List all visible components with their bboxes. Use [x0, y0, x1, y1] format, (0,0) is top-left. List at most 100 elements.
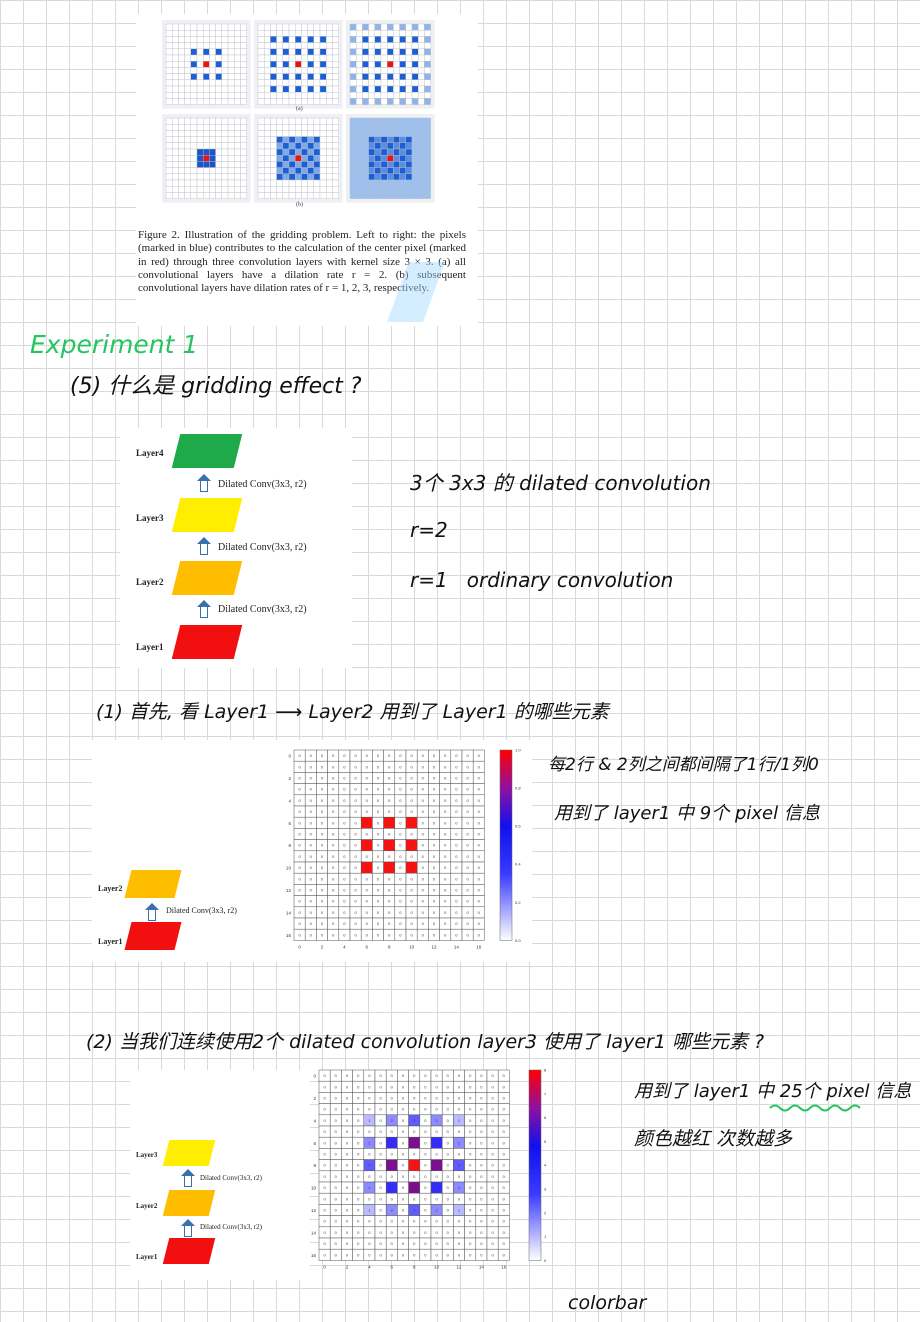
- heatmap-cell-value: 1: [410, 865, 413, 870]
- grid-cell: [418, 42, 425, 50]
- heatmap-cell-value: 0: [422, 764, 425, 769]
- grid-cell: [380, 185, 388, 193]
- grid-cell: [301, 148, 308, 156]
- grid-cell: [362, 192, 369, 199]
- x-tick-label: 12: [456, 1264, 462, 1269]
- heatmap-cell-value: 0: [424, 1107, 427, 1112]
- grid-cell: [349, 173, 357, 181]
- grid-cell: [362, 48, 369, 56]
- grid-panel-6: [346, 114, 435, 203]
- heatmap-cell-value: 0: [491, 1241, 494, 1246]
- grid-cell: [399, 48, 407, 56]
- heatmap-cell-value: 0: [469, 1084, 472, 1089]
- x-tick-label: 8: [388, 944, 391, 949]
- grid-cell: [405, 48, 413, 56]
- heatmap-cell-value: 1: [458, 1208, 461, 1213]
- heatmap-cell-value: 0: [366, 921, 369, 926]
- heatmap-cell-value: 0: [399, 764, 402, 769]
- heatmap-cell-value: 0: [466, 876, 469, 881]
- grid-cell: [386, 42, 394, 50]
- heatmap-cell-value: 0: [444, 843, 447, 848]
- heatmap-cell-value: 0: [357, 1174, 360, 1179]
- question-heading: (5) 什么是 gridding effect ?: [70, 374, 362, 399]
- arrow-label-3: Dilated Conv(3x3, r2): [218, 604, 307, 615]
- grid-cell: [227, 185, 235, 193]
- heatmap-cell-value: 0: [343, 820, 346, 825]
- grid-cell: [196, 167, 204, 175]
- heatmap-cell-value: 0: [455, 809, 458, 814]
- grid-cell: [418, 48, 425, 56]
- grid-cell: [263, 91, 271, 99]
- grid-cell: [405, 23, 413, 31]
- heatmap-cell-value: 0: [402, 1241, 405, 1246]
- grid-cell: [307, 154, 315, 162]
- heatmap-cell-value: 0: [354, 899, 357, 904]
- heatmap-cell-value: 0: [433, 932, 436, 937]
- grid-cell: [202, 98, 210, 105]
- grid-cell: [362, 67, 369, 74]
- heatmap-cell-value: 0: [413, 1174, 416, 1179]
- heatmap-cell-value: 6: [435, 1163, 438, 1168]
- grid-cell: [418, 179, 425, 187]
- grid-cell: [319, 42, 327, 50]
- grid-cell: [270, 173, 277, 181]
- grid-cell: [282, 91, 290, 99]
- grid-cell: [355, 36, 363, 43]
- heatmap-cell-value: 0: [458, 1084, 461, 1089]
- arrow-label-1: Dilated Conv(3x3, r2): [218, 479, 307, 490]
- layer-diagram: Layer4 Dilated Conv(3x3, r2) Layer3 Dila…: [120, 428, 352, 668]
- grid-cell: [411, 161, 419, 168]
- heatmap-cell-value: 0: [332, 865, 335, 870]
- grid-cell: [380, 179, 388, 187]
- grid-cell: [240, 136, 247, 143]
- heatmap-cell-value: 6: [413, 1140, 416, 1145]
- heatmap-cell-value: 0: [377, 809, 380, 814]
- grid-cell: [355, 67, 363, 74]
- grid-cell: [355, 73, 363, 80]
- grid-cell: [301, 167, 308, 175]
- heatmap-cell-value: 0: [458, 1174, 461, 1179]
- grid-cell: [240, 85, 247, 93]
- heatmap-cell-value: 0: [346, 1140, 349, 1145]
- grid-cell: [233, 85, 241, 93]
- grid-cell: [178, 91, 185, 99]
- grid-cell: [307, 98, 315, 105]
- grid-cell: [276, 117, 284, 125]
- heatmap-cell-value: 0: [391, 1196, 394, 1201]
- heatmap-cell-value: 0: [343, 776, 346, 781]
- grid-cell: [374, 67, 382, 74]
- grid-cell: [386, 117, 394, 125]
- grid-cell: [282, 36, 290, 43]
- grid-cell: [215, 23, 222, 31]
- grid-cell: [368, 54, 376, 62]
- observation-4: 颜色越红 次数越多: [634, 1128, 793, 1150]
- heatmap-cell-value: 0: [346, 1230, 349, 1235]
- grid-cell: [196, 98, 204, 105]
- heatmap-cell-value: 0: [410, 764, 413, 769]
- heatmap-cell-value: 0: [368, 1174, 371, 1179]
- grid-cell: [288, 42, 296, 50]
- grid-cell: [332, 91, 339, 99]
- grid-cell: [282, 142, 290, 150]
- heatmap-cell-value: 2: [435, 1208, 438, 1213]
- grid-cell: [325, 123, 333, 131]
- heatmap-cell-value: 0: [343, 854, 346, 859]
- heatmap-cell-value: 0: [346, 1118, 349, 1123]
- grid-cell: [215, 79, 222, 87]
- grid-cell: [294, 98, 302, 105]
- heatmap-cell-value: 0: [422, 865, 425, 870]
- grid-cell: [227, 173, 235, 181]
- grid-cell: [349, 61, 357, 68]
- grid-cell: [209, 54, 216, 62]
- grid-cell: [276, 167, 284, 175]
- heatmap-cell-value: 0: [435, 1196, 438, 1201]
- heatmap-cell-value: 0: [357, 1230, 360, 1235]
- grid-cell: [325, 142, 333, 150]
- grid-cell: [374, 154, 382, 162]
- heatmap-cell-value: 0: [354, 832, 357, 837]
- heatmap-cell-value: 0: [399, 798, 402, 803]
- grid-cell: [319, 123, 327, 131]
- observation-1: 每2行 & 2列之间都间隔了1行/1列0: [548, 755, 819, 775]
- grid-cell: [215, 73, 222, 80]
- grid-cell: [270, 123, 277, 131]
